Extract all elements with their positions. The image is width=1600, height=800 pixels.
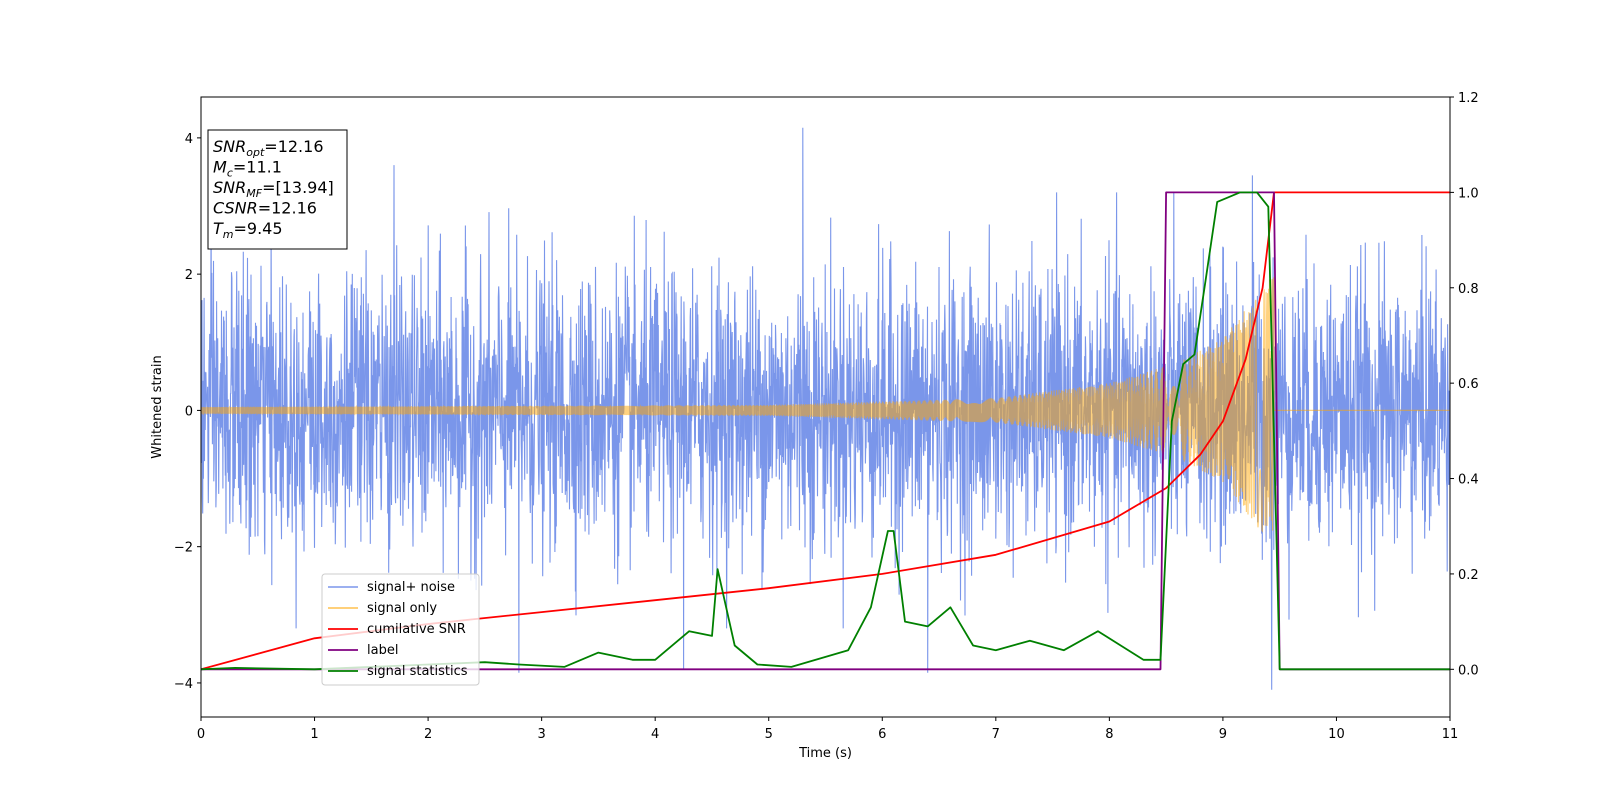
y-left-tick-label: 0 [185, 404, 193, 419]
series-cumilative-snr [201, 191, 1450, 671]
annotation-subscript: c [227, 167, 233, 180]
annotation-value: =12.16 [264, 137, 323, 156]
x-tick-label: 5 [765, 727, 773, 742]
y-right-tick-label: 1.2 [1458, 91, 1479, 106]
series-layer [201, 127, 1450, 690]
x-tick-label: 7 [992, 727, 1000, 742]
y-left-tick-label: 2 [185, 268, 193, 283]
annotation-frame [207, 129, 348, 250]
y-axis-title: Whitened strain [150, 355, 165, 458]
y-right-tick-label: 0.6 [1458, 377, 1479, 392]
chirp-trace [201, 277, 1450, 533]
legend-label: signal only [367, 601, 437, 616]
x-tick-label: 1 [310, 727, 318, 742]
y-right-tick-label: 0.8 [1458, 282, 1479, 297]
x-tick-label: 0 [197, 727, 205, 742]
annotation-line: CSNR=12.16 [213, 199, 317, 218]
y-right-tick-label: 0.4 [1458, 473, 1479, 488]
x-tick-label: 10 [1328, 727, 1345, 742]
y-left-tick-label: 4 [185, 132, 193, 147]
annotation-subscript: opt [246, 146, 265, 159]
x-tick-label: 4 [651, 727, 659, 742]
annotation-line: SNRMF=[13.94] [213, 178, 334, 200]
x-tick-label: 3 [537, 727, 545, 742]
y-right-tick-label: 1.0 [1458, 186, 1479, 201]
y-left-tick-label: −2 [174, 541, 193, 556]
annotation-line: SNRopt=12.16 [213, 137, 324, 159]
legend-label: signal statistics [367, 664, 468, 679]
annotation-symbol: SNR [213, 178, 246, 197]
plot-frame [200, 96, 1451, 718]
x-tick-label: 2 [424, 727, 432, 742]
x-tick-label: 8 [1105, 727, 1113, 742]
x-tick-label: 11 [1442, 727, 1459, 742]
legend-label: label [367, 643, 398, 658]
line-trace [201, 191, 1450, 671]
legend-label: signal+ noise [367, 580, 455, 595]
series-signal-only [201, 277, 1450, 533]
annotation-value: =11.1 [233, 158, 282, 177]
annotation-symbol: CSNR [213, 199, 258, 218]
legend: signal+ noise signal only cumilative SNR la… [321, 573, 480, 686]
y-right-tick-label: 0.0 [1458, 663, 1479, 678]
y-left-tick-label: −4 [174, 677, 193, 692]
x-tick-label: 9 [1219, 727, 1227, 742]
line-trace [201, 191, 1450, 671]
annotation-value: =[13.94] [262, 178, 334, 197]
x-axis-title: Time (s) [798, 746, 852, 761]
annotation-symbol: SNR [213, 137, 246, 156]
annotation-value: =9.45 [234, 219, 283, 238]
annotation-line: Tm=9.45 [213, 219, 283, 241]
annotation-subscript: MF [246, 187, 262, 200]
axes-layer: 0 1 2 3 4 5 6 7 8 9 10 11 4 2 0 −2 −4 1.2 1.0 0.8 0.6 0.4 0.2 0… [174, 91, 1479, 742]
annotation-subscript: m [223, 228, 234, 241]
annotation-symbol: M [213, 158, 227, 177]
annotation-value: =12.16 [258, 199, 317, 218]
annotation-symbol: T [213, 219, 224, 238]
legend-frame [321, 573, 480, 686]
x-tick-label: 6 [878, 727, 886, 742]
annotation-box: SNRopt=12.16Mc=11.1SNRMF=[13.94]CSNR=12.… [207, 129, 348, 250]
series-signal-statistics [201, 191, 1450, 671]
annotation-line: Mc=11.1 [213, 158, 282, 180]
y-right-tick-label: 0.2 [1458, 568, 1479, 583]
legend-label: cumilative SNR [367, 622, 466, 637]
